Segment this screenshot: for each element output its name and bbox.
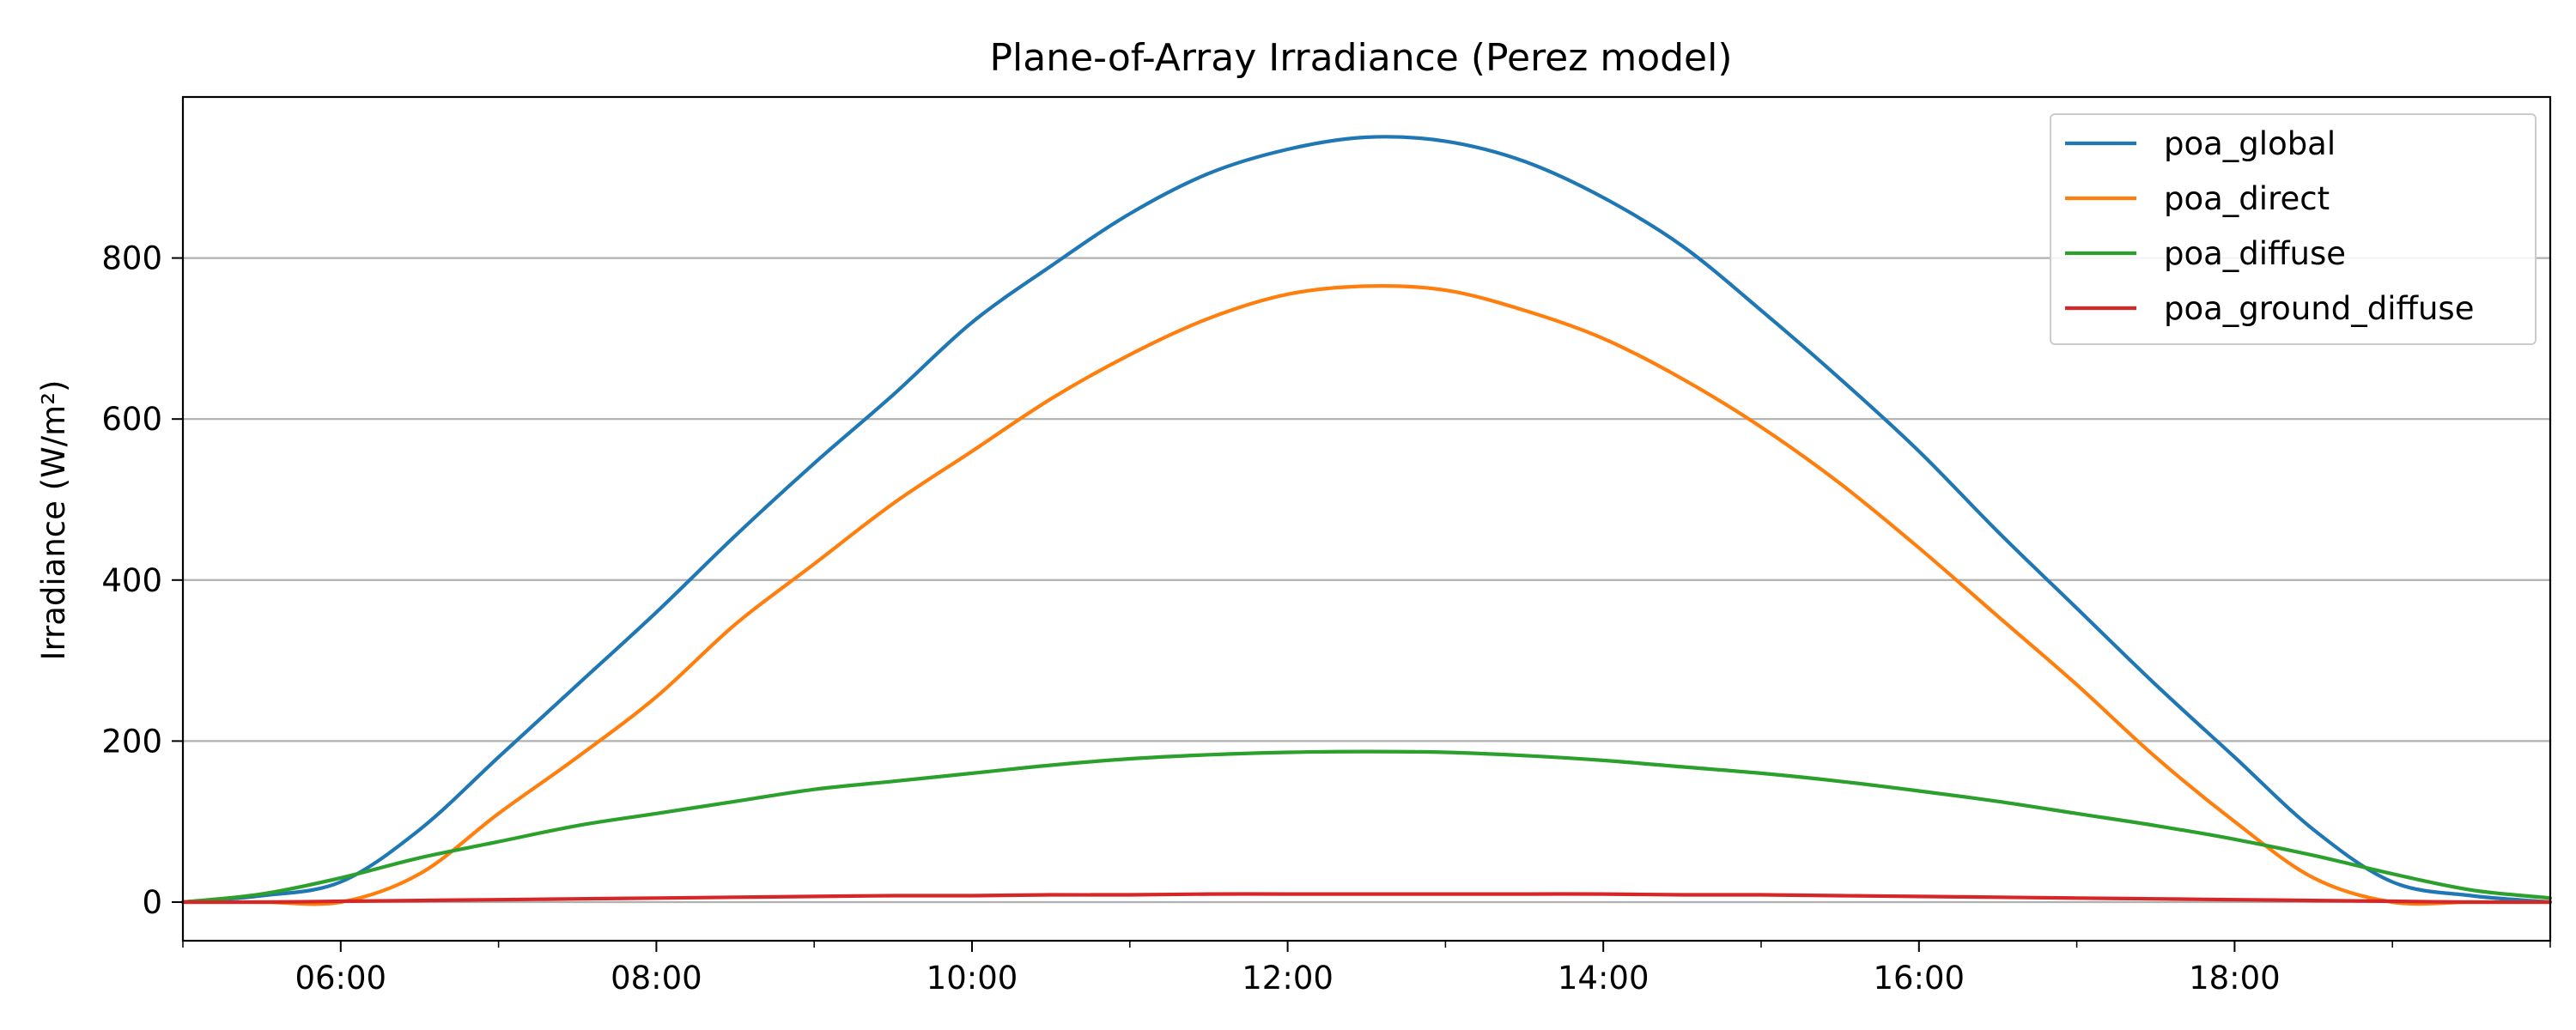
y-tick-label: 0 (142, 884, 162, 921)
x-tick-label: 10:00 (927, 960, 1018, 997)
series-layer (180, 135, 2553, 906)
y-tick-label: 400 (101, 562, 162, 599)
legend-box (2050, 113, 2537, 345)
series-line-poa-diffuse (180, 749, 2553, 905)
legend-label: poa_direct (2164, 180, 2330, 217)
grid-layer (183, 257, 2550, 904)
series-line-poa-direct (180, 284, 2553, 906)
x-tick-label: 16:00 (1873, 960, 1965, 997)
y-tick-label: 600 (101, 401, 162, 438)
legend-label: poa_ground_diffuse (2164, 290, 2474, 327)
y-tick-label: 200 (101, 723, 162, 760)
legend-label: poa_diffuse (2164, 235, 2346, 272)
y-axis-title: Irradiance (W/m²) (35, 380, 72, 661)
ticks-layer: 0 200 400 600 800 06:00 08:00 10:00 12:00 14:00 16… (101, 240, 2551, 997)
y-tick-label: 800 (101, 240, 162, 277)
plot-frame (181, 95, 2552, 942)
x-tick-label: 18:00 (2189, 960, 2281, 997)
legend-label: poa_global (2164, 125, 2336, 162)
series-line-poa-ground-diffuse (180, 892, 2553, 905)
x-tick-label: 12:00 (1242, 960, 1334, 997)
series-line-poa-global (180, 135, 2553, 905)
legend: poa_global poa_direct poa_diffuse poa_groun… (2050, 113, 2537, 345)
x-tick-label: 14:00 (1558, 960, 1649, 997)
x-tick-label: 06:00 (295, 960, 386, 997)
x-tick-label: 08:00 (611, 960, 702, 997)
chart-title: Plane-of-Array Irradiance (Perez model) (989, 36, 1732, 80)
